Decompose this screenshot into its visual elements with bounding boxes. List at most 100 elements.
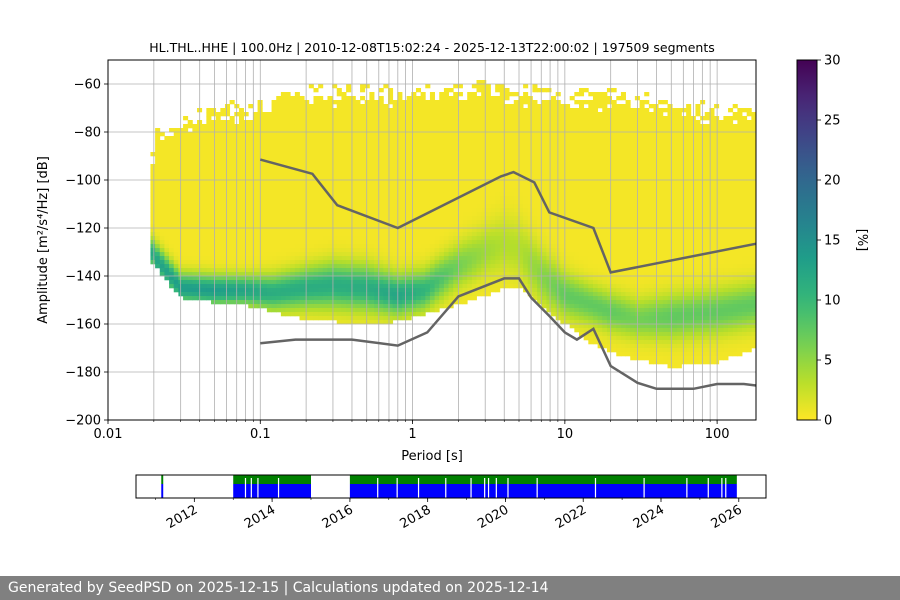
- heatmap-cell: [523, 208, 529, 213]
- heatmap-cell: [425, 268, 431, 273]
- heatmap-cell: [439, 100, 445, 105]
- heatmap-cell: [495, 232, 501, 237]
- heatmap-cell: [290, 96, 296, 101]
- heatmap-cell: [476, 240, 482, 245]
- heatmap-cell: [318, 148, 324, 153]
- heatmap-cell: [588, 116, 594, 121]
- heatmap-cell: [350, 248, 356, 253]
- heatmap-cell: [164, 252, 170, 257]
- heatmap-cell: [583, 132, 589, 137]
- heatmap-cell: [201, 224, 207, 229]
- heatmap-cell: [551, 128, 557, 133]
- heatmap-cell: [266, 124, 272, 129]
- heatmap-cell: [220, 148, 226, 153]
- heatmap-cell: [211, 132, 217, 137]
- heatmap-cell: [322, 184, 328, 189]
- heatmap-cell: [322, 144, 328, 149]
- heatmap-cell: [266, 232, 272, 237]
- heatmap-cell: [485, 252, 491, 257]
- heatmap-cell: [318, 236, 324, 241]
- heatmap-cell: [364, 180, 370, 185]
- heatmap-cell: [285, 180, 291, 185]
- heatmap-cell: [546, 180, 552, 185]
- heatmap-cell: [336, 288, 342, 293]
- heatmap-cell: [169, 224, 175, 229]
- heatmap-cell: [159, 184, 165, 189]
- heatmap-cell: [578, 216, 585, 221]
- heatmap-cell: [481, 124, 487, 129]
- heatmap-cell: [569, 232, 575, 237]
- heatmap-cell: [378, 124, 384, 129]
- heatmap-cell: [252, 296, 258, 301]
- heatmap-cell: [453, 276, 459, 281]
- heatmap-cell: [527, 180, 533, 185]
- heatmap-cell: [397, 220, 403, 225]
- heatmap-cell: [560, 264, 566, 269]
- heatmap-cell: [411, 140, 417, 145]
- heatmap-cell: [155, 208, 161, 213]
- heatmap-cell: [374, 156, 380, 161]
- heatmap-cell: [229, 216, 235, 221]
- heatmap-cell: [569, 312, 575, 317]
- heatmap-cell: [448, 100, 454, 105]
- heatmap-cell: [187, 188, 193, 193]
- heatmap-cell: [164, 156, 170, 161]
- heatmap-cell: [574, 196, 580, 201]
- heatmap-cell: [322, 308, 328, 313]
- heatmap-cell: [322, 252, 328, 257]
- heatmap-cell: [164, 160, 170, 165]
- heatmap-cell: [495, 100, 501, 105]
- heatmap-cell: [294, 304, 300, 309]
- heatmap-cell: [374, 152, 380, 157]
- heatmap-cell: [569, 176, 575, 181]
- heatmap-cell: [308, 144, 314, 149]
- heatmap-cell: [346, 88, 352, 93]
- heatmap-cell: [434, 300, 440, 305]
- heatmap-cell: [476, 248, 482, 253]
- heatmap-cell: [276, 160, 282, 165]
- heatmap-cell: [369, 168, 375, 173]
- heatmap-cell: [551, 276, 557, 281]
- heatmap-cell: [364, 208, 370, 213]
- heatmap-cell: [271, 192, 277, 197]
- heatmap-cell: [229, 268, 235, 273]
- heatmap-cell: [397, 292, 403, 297]
- heatmap-cell: [150, 240, 156, 245]
- heatmap-cell: [457, 272, 463, 277]
- heatmap-cell: [523, 84, 529, 89]
- heatmap-cell: [578, 312, 585, 317]
- heatmap-cell: [355, 196, 361, 201]
- heatmap-cell: [378, 212, 384, 217]
- heatmap-cell: [504, 180, 510, 185]
- heatmap-cell: [192, 136, 198, 141]
- heatmap-cell: [280, 152, 286, 157]
- heatmap-cell: [583, 308, 589, 313]
- heatmap-cell: [467, 164, 473, 169]
- heatmap-cell: [588, 240, 594, 245]
- heatmap-cell: [569, 272, 575, 277]
- heatmap-cell: [532, 176, 538, 181]
- heatmap-cell: [565, 296, 571, 301]
- heatmap-cell: [434, 256, 440, 261]
- heatmap-cell: [453, 84, 459, 89]
- heatmap-cell: [485, 144, 491, 149]
- heatmap-cell: [313, 224, 319, 229]
- heatmap-cell: [220, 136, 226, 141]
- heatmap-cell: [224, 264, 231, 269]
- heatmap-cell: [183, 240, 189, 245]
- heatmap-cell: [262, 296, 268, 301]
- heatmap-cell: [364, 308, 370, 313]
- heatmap-cell: [551, 256, 557, 261]
- heatmap-cell: [341, 308, 347, 313]
- heatmap-cell: [471, 260, 477, 265]
- heatmap-cell: [360, 144, 366, 149]
- heatmap-cell: [271, 116, 277, 121]
- heatmap-cell: [206, 216, 212, 221]
- heatmap-cell: [341, 104, 347, 109]
- heatmap-cell: [560, 288, 566, 293]
- heatmap-cell: [578, 124, 585, 129]
- heatmap-cell: [401, 120, 408, 125]
- heatmap-cell: [211, 168, 217, 173]
- heatmap-cell: [439, 140, 445, 145]
- heatmap-cell: [388, 120, 394, 125]
